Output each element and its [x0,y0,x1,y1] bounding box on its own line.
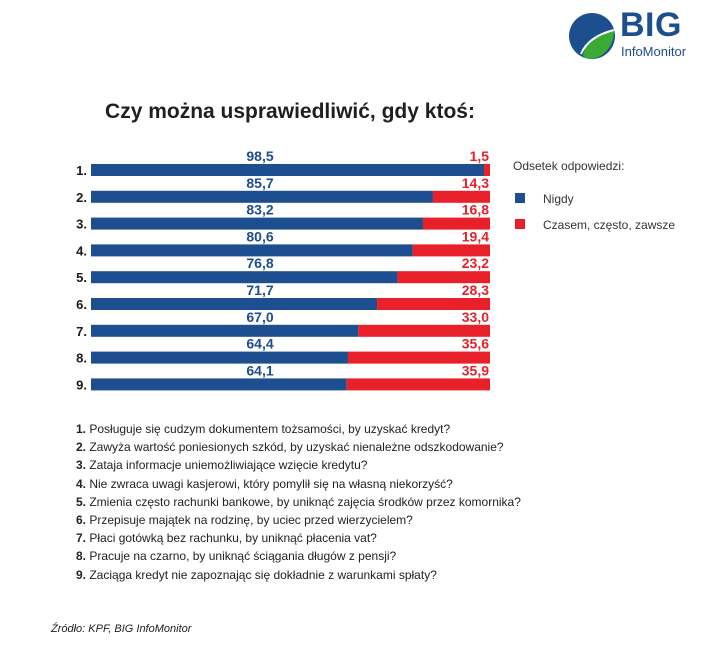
note-item: 2. Zawyża wartość poniesionych szkód, by… [76,438,696,456]
note-item: 5. Zmienia często rachunki bankowe, by u… [76,493,696,511]
note-number: 7. [76,531,90,546]
data-label-nigdy: 64,1 [246,362,273,378]
logo-subtitle: InfoMonitor [621,44,687,59]
row-number: 7. [76,324,87,339]
note-text: Posługuje się cudzym dokumentem tożsamoś… [89,422,451,436]
bar-nigdy [91,351,348,364]
note-text: Nie zwraca uwagi kasjerowi, który pomyli… [89,476,453,491]
note-number: 6. [76,512,90,527]
note-text: Zataja informacje uniemożliwiające wzięc… [89,458,368,473]
note-text: Pracuje na czarno, by uniknąć ściągania … [89,549,397,564]
row-number: 5. [76,270,87,285]
bar-nigdy [91,324,359,337]
bar-czasem [432,190,490,203]
source-note: Źródło: KPF, BIG InfoMonitor [51,623,192,635]
row-number: 9. [76,377,87,392]
note-text: Przepisuje majątek na rodzinę, by uciec … [89,512,413,527]
bar-nigdy [91,190,433,203]
bar-nigdy [91,244,413,257]
data-label-nigdy: 80,6 [246,228,273,244]
row-number: 3. [76,217,87,232]
bar-nigdy [91,378,347,391]
legend-label-czasem: Czasem, często, zawsze [543,218,676,232]
big-infomonitor-logo: BIG InfoMonitor [568,6,698,66]
bar-czasem [347,351,490,364]
bar-czasem [346,378,490,391]
bar-czasem [358,324,490,337]
data-label-czasem: 23,2 [462,255,489,271]
data-label-czasem: 16,8 [462,202,489,218]
bar-nigdy [91,298,378,310]
row-number: 1. [76,163,87,178]
data-label-nigdy: 98,5 [246,148,273,164]
note-number: 2. [76,440,90,455]
legend-swatch-nigdy [515,193,525,203]
legend-label-nigdy: Nigdy [543,192,574,206]
bar-czasem [484,164,490,176]
data-label-czasem: 35,9 [462,362,489,378]
row-number: 2. [76,190,87,205]
row-number: 4. [76,243,87,258]
note-text: Zaciąga kredyt nie zapoznając się dokład… [89,567,437,582]
note-item: 6. Przepisuje majątek na rodzinę, by uci… [76,511,696,529]
data-label-nigdy: 76,8 [246,255,273,271]
bar-nigdy [91,164,485,176]
data-label-nigdy: 64,4 [246,336,273,352]
note-item: 1. Posługuje się cudzym dokumentem tożsa… [76,420,696,438]
note-item: 4. Nie zwraca uwagi kasjerowi, który pom… [76,475,696,493]
legend-swatch-czasem [515,219,525,229]
note-number: 1. [76,422,90,436]
note-number: 9. [76,567,90,582]
data-label-czasem: 1,5 [470,148,490,164]
note-number: 8. [76,549,90,564]
bar-czasem [397,271,490,284]
data-label-czasem: 35,6 [462,336,489,352]
note-text: Zmienia często rachunki bankowe, by unik… [89,494,521,509]
bar-nigdy [91,217,423,230]
logo-circle-icon [569,13,615,59]
note-item: 7. Płaci gotówką bez rachunku, by unikną… [76,529,696,547]
data-label-czasem: 19,4 [462,228,489,244]
bar-nigdy [91,271,398,284]
note-item: 3. Zataja informacje uniemożliwiające wz… [76,456,696,474]
row-number: 8. [76,351,87,366]
data-label-nigdy: 71,7 [246,282,273,298]
note-text: Płaci gotówką bez rachunku, by uniknąć p… [89,531,377,546]
legend-title: Odsetek odpowiedzi: [513,159,625,173]
data-label-czasem: 14,3 [462,175,489,191]
chart-title: Czy można usprawiedliwić, gdy ktoś: [105,100,475,123]
bar-czasem [377,298,490,310]
note-text: Zawyża wartość poniesionych szkód, by uz… [89,440,504,455]
bar-czasem [412,244,490,257]
bar-czasem [422,217,490,230]
data-label-nigdy: 85,7 [246,175,273,191]
data-label-czasem: 28,3 [462,282,489,298]
note-number: 5. [76,494,90,509]
note-item: 8. Pracuje na czarno, by uniknąć ściągan… [76,547,696,565]
data-label-czasem: 33,0 [462,309,489,325]
note-item: 9. Zaciąga kredyt nie zapoznając się dok… [76,566,696,584]
question-notes: 1. Posługuje się cudzym dokumentem tożsa… [76,420,696,584]
row-number: 6. [76,297,87,312]
note-number: 3. [76,458,90,473]
logo-name: BIG [620,6,682,44]
data-label-nigdy: 67,0 [246,309,273,325]
data-label-nigdy: 83,2 [246,202,273,218]
note-number: 4. [76,476,90,491]
